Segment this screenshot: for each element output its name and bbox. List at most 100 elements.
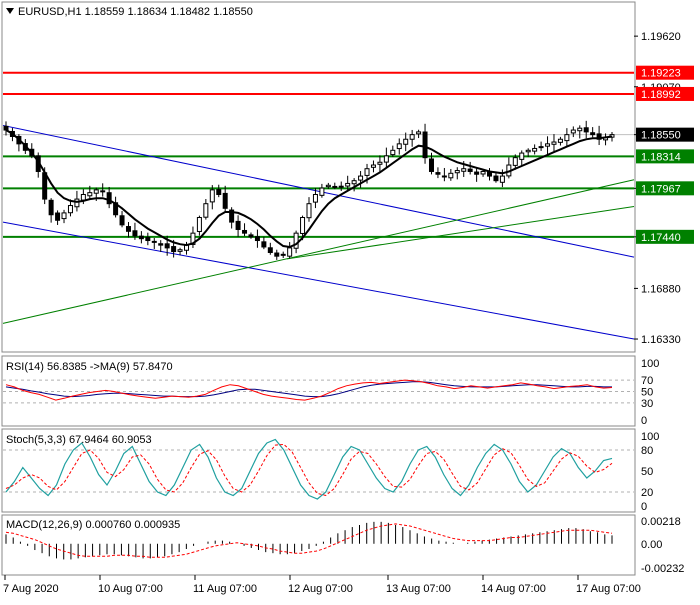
rsi-ma-line [5, 381, 612, 398]
candle-body [461, 168, 467, 172]
candle-body [55, 212, 61, 221]
stoch-tick-label: 100 [641, 431, 659, 443]
stoch-tick-label: 20 [641, 487, 653, 499]
trendline-2 [2, 179, 635, 324]
candle-body [261, 241, 267, 248]
macd-tick-label: 0.00 [641, 539, 662, 551]
candle-body [519, 152, 525, 160]
candle-body [532, 147, 538, 152]
candle-body [512, 157, 518, 166]
candle-body [74, 198, 80, 208]
candle-body [87, 192, 93, 197]
main-plot [2, 71, 635, 340]
x-tick-label: 12 Aug 07:00 [288, 583, 353, 595]
price-tag-1.19223: 1.19223 [641, 68, 681, 80]
candle-body [229, 209, 235, 223]
candle-body [216, 189, 222, 195]
candle-body [538, 146, 544, 149]
candle-body [390, 149, 396, 156]
stoch-plot [3, 438, 634, 500]
x-tick-label: 10 Aug 07:00 [98, 583, 163, 595]
rsi-tick-label: 100 [641, 358, 659, 370]
stoch-tick-label: 80 [641, 445, 653, 457]
candle-body [171, 246, 177, 253]
y-tick-label: 1.16880 [641, 283, 681, 295]
x-tick-label: 17 Aug 07:00 [576, 583, 641, 595]
candle-body [190, 232, 196, 245]
candle-body [235, 220, 241, 230]
candle-body [370, 164, 376, 168]
x-tick-label: 13 Aug 07:00 [386, 583, 451, 595]
main-panel-frame [1, 1, 636, 353]
candle-body [67, 205, 73, 214]
rsi-tick-label: 50 [641, 387, 653, 399]
stoch-signal-line [5, 443, 613, 497]
candle-body [222, 192, 228, 209]
candle-body [422, 131, 428, 159]
rsi-tick-label: 70 [641, 375, 653, 387]
candle-body [196, 217, 202, 232]
candle-body [287, 247, 293, 257]
candle-body [454, 170, 460, 174]
current-price-tag-bg [636, 127, 694, 142]
candle-body [177, 249, 183, 252]
price-tag-1.18314: 1.18314 [641, 151, 681, 163]
candle-body [203, 203, 209, 218]
main-chart-title: EURUSD,H1 1.18559 1.18634 1.18482 1.1855… [18, 6, 253, 18]
candle-body [345, 182, 351, 187]
candle-body [132, 230, 138, 237]
candle-body [480, 170, 486, 175]
candle-body [209, 189, 215, 203]
candle-body [164, 243, 170, 249]
candle-body [119, 215, 125, 226]
y-tick-label: 1.19620 [641, 31, 681, 43]
candle-body [435, 172, 441, 175]
candle-body [358, 175, 364, 181]
x-tick-label: 11 Aug 07:00 [193, 583, 257, 595]
candle-body [319, 187, 325, 196]
candle-body [564, 134, 570, 142]
candle-body [577, 127, 583, 132]
macd-title: MACD(12,26,9) 0.000760 0.000935 [6, 519, 180, 531]
candle-body [590, 132, 596, 136]
candle-body [3, 125, 9, 131]
candle-body [145, 236, 151, 242]
candle-body [300, 217, 306, 234]
macd-tick-label: 0.00218 [641, 516, 681, 528]
candle-body [280, 253, 286, 256]
price-tag-1.17967: 1.17967 [641, 183, 681, 195]
rsi-tick-label: 0 [641, 415, 647, 427]
candle-body [306, 203, 312, 219]
candle-body [125, 226, 131, 232]
candle-body [293, 232, 299, 249]
candle-body [325, 184, 331, 188]
candle-body [93, 189, 99, 194]
candle-body [416, 131, 422, 135]
moving-average-line [5, 129, 613, 249]
candle-body [48, 199, 54, 216]
candle-body [525, 149, 531, 153]
candle-body [267, 247, 273, 253]
candle-body [138, 235, 144, 240]
rsi-line [5, 379, 613, 401]
candle-body [274, 252, 280, 257]
candle-body [499, 175, 505, 183]
candle-body [441, 175, 447, 178]
macd-plot [5, 521, 613, 560]
dropdown-triangle-icon[interactable] [6, 8, 14, 14]
trendline-0 [2, 124, 635, 258]
candle-body [557, 138, 563, 143]
x-tick-label: 7 Aug 2020 [3, 583, 59, 595]
candle-body [396, 143, 402, 150]
rsi-plot [3, 379, 634, 404]
stoch-tick-label: 50 [641, 466, 653, 478]
candle-body [409, 134, 415, 140]
candle-body [467, 168, 473, 172]
current-price-tag: 1.18550 [641, 130, 681, 142]
candle-body [364, 168, 370, 176]
stoch-main-line [5, 438, 613, 500]
stoch-title: Stoch(5,3,3) 67.9464 60.9053 [6, 434, 152, 446]
x-tick-label: 14 Aug 07:00 [481, 583, 546, 595]
trendline-3 [286, 205, 635, 260]
